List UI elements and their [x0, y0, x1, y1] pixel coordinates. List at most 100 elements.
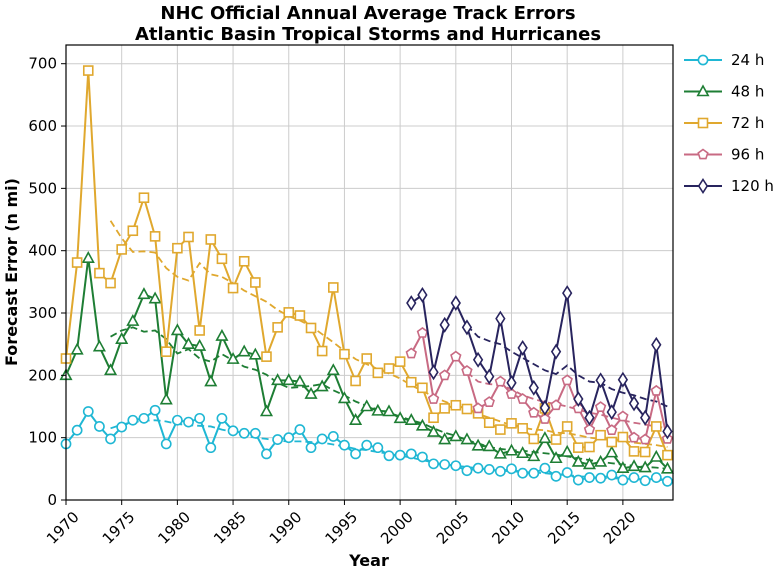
- data-point-48h: [271, 373, 285, 386]
- data-point-48h: [215, 328, 229, 341]
- data-point-120h: [428, 364, 439, 381]
- data-point-24h: [506, 463, 517, 475]
- data-point-24h: [461, 465, 473, 477]
- legend-swatch-marker: [697, 54, 709, 66]
- data-point-96h: [594, 401, 607, 412]
- data-point-24h: [417, 451, 428, 463]
- data-point-96h: [494, 375, 507, 387]
- series-96h: [405, 326, 674, 445]
- data-point-72h: [550, 434, 562, 445]
- legend-swatch-marker: [697, 117, 709, 129]
- data-point-24h: [205, 442, 217, 454]
- data-point-72h: [172, 242, 183, 254]
- data-point-96h: [628, 431, 640, 443]
- data-point-24h: [450, 460, 462, 472]
- legend-item: 72 h: [684, 114, 764, 132]
- data-point-24h: [617, 474, 629, 486]
- data-point-24h: [160, 438, 172, 450]
- legend-item: 24 h: [684, 51, 764, 69]
- data-point-72h: [305, 322, 317, 334]
- data-point-96h: [550, 399, 562, 411]
- data-point-48h: [549, 451, 563, 464]
- data-point-96h: [583, 423, 596, 435]
- y-tick-label: 300: [28, 304, 57, 322]
- data-point-72h: [617, 431, 629, 443]
- data-point-96h: [416, 326, 429, 338]
- data-point-72h: [417, 382, 428, 394]
- data-point-72h: [272, 322, 283, 333]
- data-point-48h: [81, 250, 95, 263]
- data-point-120h: [595, 372, 606, 389]
- data-point-120h: [484, 368, 495, 385]
- data-point-72h: [662, 449, 673, 461]
- data-point-120h: [606, 404, 617, 421]
- data-point-72h: [205, 234, 217, 245]
- data-point-120h: [617, 371, 629, 388]
- data-point-24h: [650, 472, 662, 483]
- chart-subtitle: Atlantic Basin Tropical Storms and Hurri…: [135, 24, 601, 45]
- data-point-48h: [438, 432, 452, 445]
- data-point-72h: [149, 231, 161, 242]
- legend-swatch-marker: [697, 178, 709, 194]
- data-point-72h: [71, 257, 83, 268]
- data-point-48h: [126, 313, 140, 326]
- data-point-48h: [460, 432, 474, 445]
- data-point-48h: [649, 449, 663, 462]
- data-point-72h: [238, 255, 250, 267]
- data-point-24h: [261, 448, 272, 460]
- x-tick-label: 2000: [377, 508, 417, 548]
- data-point-48h: [538, 431, 552, 444]
- data-point-72h: [316, 345, 328, 357]
- data-point-24h: [550, 470, 562, 482]
- data-point-96h: [516, 393, 529, 404]
- data-point-24h: [595, 472, 607, 484]
- data-point-48h: [560, 444, 574, 457]
- trend-line-24h: [110, 419, 668, 481]
- data-point-48h: [527, 449, 541, 462]
- x-tick-label: 1990: [266, 508, 306, 548]
- data-point-96h: [405, 347, 417, 359]
- data-point-72h: [283, 307, 295, 318]
- data-point-48h: [226, 351, 240, 364]
- data-point-96h: [472, 402, 484, 414]
- data-point-24h: [216, 412, 228, 424]
- data-point-96h: [427, 393, 440, 404]
- x-axis-label: Year: [348, 551, 389, 570]
- data-point-24h: [405, 448, 417, 460]
- data-point-72h: [105, 277, 116, 289]
- data-point-24h: [127, 414, 139, 426]
- legend: 24 h 48 h 72 h 96 h 120 h: [684, 51, 774, 195]
- data-point-72h: [94, 267, 105, 279]
- data-point-24h: [227, 425, 239, 437]
- data-point-120h: [584, 409, 595, 426]
- data-point-48h: [471, 438, 485, 451]
- data-point-48h: [493, 446, 507, 459]
- data-point-72h: [183, 231, 194, 243]
- data-point-72h: [650, 421, 662, 432]
- x-tick-label: 1985: [210, 508, 250, 548]
- data-point-48h: [516, 446, 530, 459]
- data-point-72h: [227, 282, 239, 294]
- data-point-96h: [528, 406, 540, 418]
- data-point-72h: [361, 353, 373, 364]
- data-point-48h: [504, 443, 519, 456]
- data-point-48h: [337, 391, 351, 404]
- data-point-24h: [517, 467, 529, 479]
- data-point-120h: [506, 374, 517, 391]
- data-point-72h: [250, 277, 261, 288]
- data-point-48h: [170, 323, 184, 336]
- data-point-48h: [638, 460, 652, 473]
- data-point-48h: [159, 392, 173, 405]
- data-point-24h: [628, 472, 640, 483]
- data-point-24h: [439, 459, 451, 470]
- data-point-24h: [472, 462, 484, 474]
- data-point-24h: [294, 424, 306, 435]
- legend-label: 72 h: [731, 114, 764, 132]
- data-point-48h: [660, 461, 674, 474]
- data-point-120h: [562, 285, 573, 302]
- x-tick-label: 1970: [43, 508, 83, 548]
- legend-swatch-marker: [696, 84, 710, 97]
- data-point-72h: [383, 363, 395, 374]
- data-point-120h: [495, 310, 506, 327]
